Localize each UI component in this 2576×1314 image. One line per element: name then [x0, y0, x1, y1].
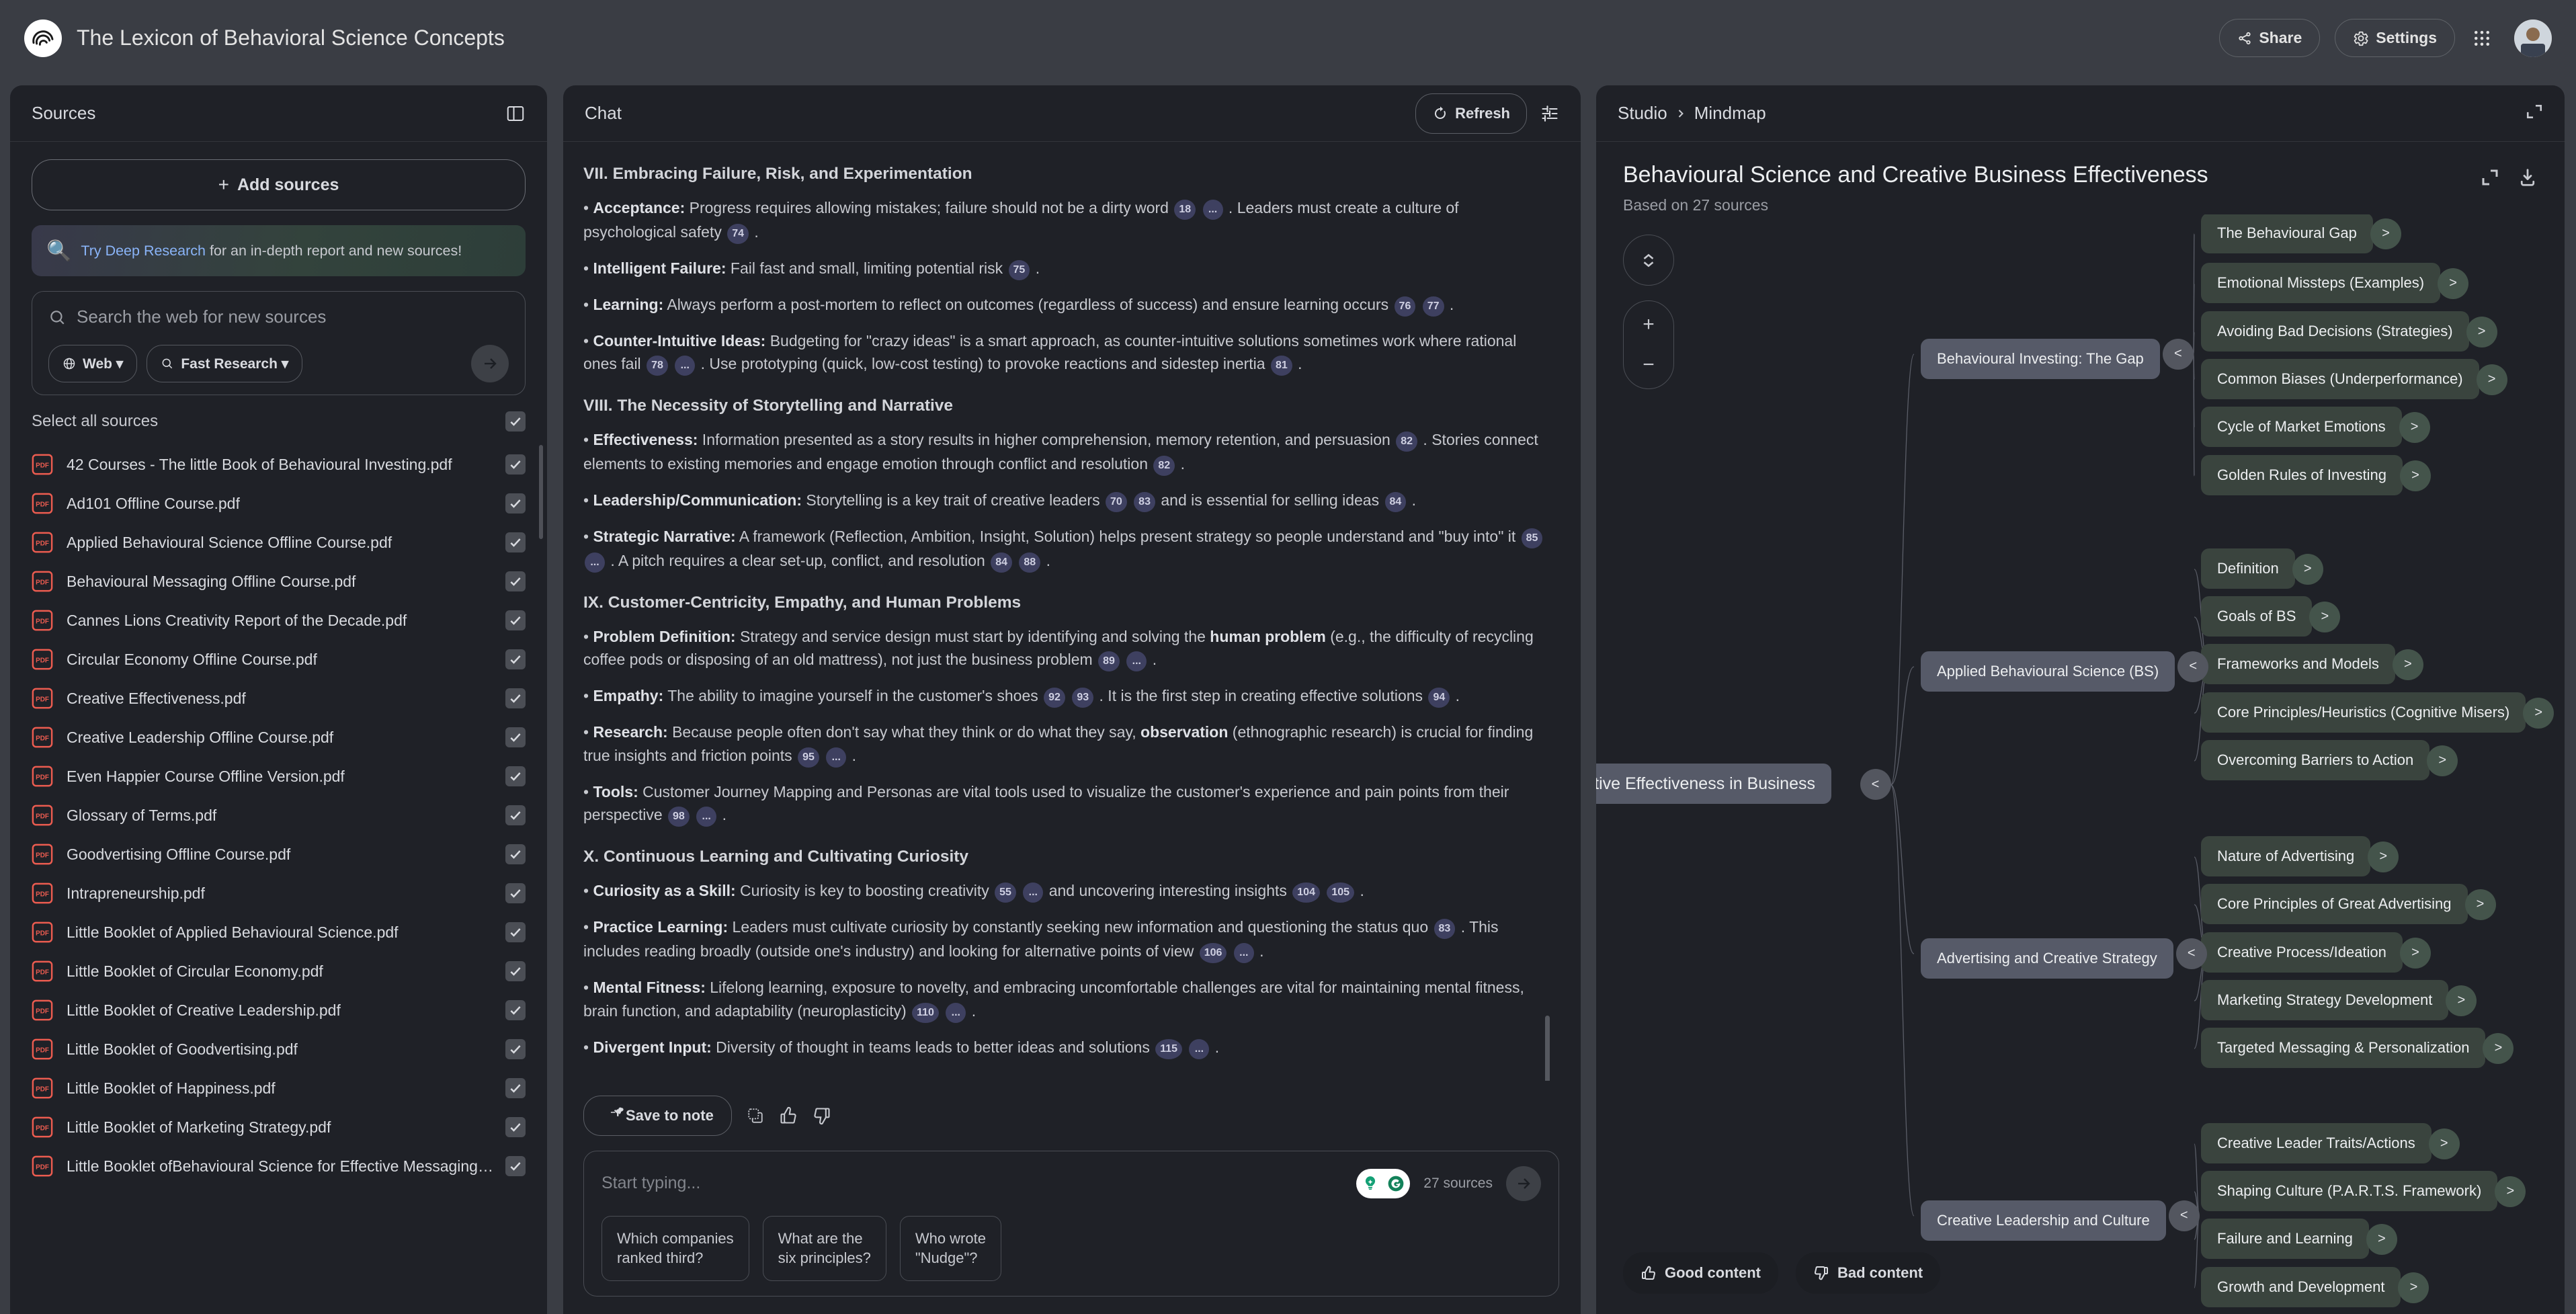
svg-text:PDF: PDF: [36, 1164, 49, 1172]
svg-text:PDF: PDF: [36, 969, 49, 977]
svg-text:PDF: PDF: [36, 852, 49, 860]
svg-text:PDF: PDF: [36, 696, 49, 704]
svg-text:PDF: PDF: [36, 618, 49, 626]
svg-text:PDF: PDF: [36, 774, 49, 782]
svg-text:PDF: PDF: [36, 930, 49, 938]
svg-text:PDF: PDF: [36, 1047, 49, 1055]
svg-text:PDF: PDF: [36, 540, 49, 548]
svg-text:PDF: PDF: [36, 462, 49, 470]
svg-text:PDF: PDF: [36, 579, 49, 587]
svg-text:PDF: PDF: [36, 735, 49, 743]
svg-text:PDF: PDF: [36, 1086, 49, 1094]
svg-text:PDF: PDF: [36, 891, 49, 899]
svg-text:PDF: PDF: [36, 501, 49, 509]
svg-text:PDF: PDF: [36, 1125, 49, 1133]
svg-text:PDF: PDF: [36, 813, 49, 821]
svg-text:PDF: PDF: [36, 1008, 49, 1016]
svg-text:PDF: PDF: [36, 657, 49, 665]
